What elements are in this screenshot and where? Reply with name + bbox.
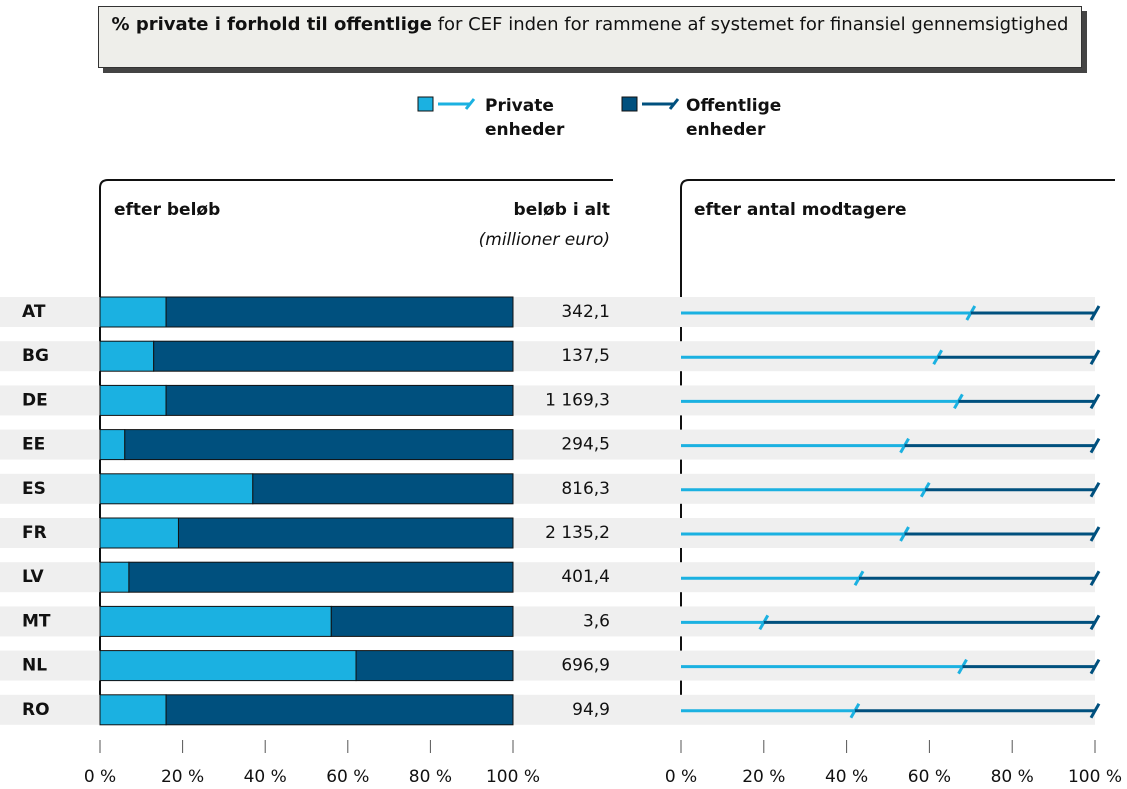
panel-frame [99,179,613,722]
total-label: 696,9 [561,656,610,676]
legend-label: Offentlige enheder [686,96,782,140]
category-label: ES [22,479,46,499]
total-label: 2 135,2 [545,523,610,543]
end-marker [1089,305,1101,321]
total-label: 94,9 [572,700,610,720]
panel-frame [680,179,1115,722]
legend-tick [668,98,680,110]
end-marker [1089,614,1101,631]
title-bold: % private i forhold til offentlige [111,14,432,35]
x-tick-label: 40 % [825,767,868,787]
title-rest: for CEF inden for rammene af systemet fo… [431,14,1069,35]
bar-segment [99,605,332,637]
x-tick-label: 60 % [326,767,369,787]
end-marker [1089,393,1101,410]
legend-tick [464,98,476,110]
end-marker [1089,437,1101,454]
category-label: NL [22,656,47,676]
legend-swatch [417,96,434,112]
bar-segment [124,429,514,461]
category-label: LV [22,567,44,587]
bar-segment [99,517,179,549]
bar-segment [355,650,514,682]
bar-segment [99,384,167,416]
x-tick-label: 0 % [665,767,697,787]
bar-segment [165,296,514,328]
bar-segment [99,296,167,328]
category-label: RO [22,700,50,720]
bar-segment [99,561,130,593]
bar-segment [99,650,357,682]
end-marker [1089,570,1101,586]
category-label: EE [22,435,45,455]
category-label: MT [22,611,51,631]
total-label: 342,1 [561,302,610,322]
title-box: % private i forhold til offentlige for C… [98,6,1082,68]
panel-title: efter antal modtagere [694,200,907,220]
bar-segment [252,473,514,505]
totals-unit: (millioner euro) [479,230,610,250]
end-marker [1089,526,1101,542]
end-marker [1089,349,1101,365]
bar-segment [99,473,254,505]
x-tick-label: 0 % [84,767,116,787]
total-label: 816,3 [561,479,610,499]
bar-segment [99,429,126,461]
x-tick-label: 80 % [991,767,1034,787]
x-tick-label: 40 % [244,767,287,787]
bar-segment [153,340,514,372]
x-tick-label: 100 % [1068,767,1122,787]
totals-header: beløb i alt [514,200,610,220]
end-marker [1089,482,1101,498]
bar-segment [165,384,514,416]
x-tick-label: 60 % [908,767,951,787]
total-label: 294,5 [561,435,610,455]
x-tick-label: 100 % [486,767,540,787]
bar-segment [128,561,514,593]
category-label: BG [22,346,49,366]
legend-label: Private enheder [485,96,565,140]
category-label: AT [22,302,46,322]
panel-title: efter beløb [114,200,220,220]
end-marker [1089,703,1101,719]
bar-segment [330,605,514,637]
total-label: 137,5 [561,346,610,366]
bar-segment [177,517,514,549]
end-marker [1089,658,1101,675]
x-tick-label: 80 % [409,767,452,787]
category-label: DE [22,390,48,410]
bar-segment [99,340,155,372]
category-label: FR [22,523,47,543]
x-tick-label: 20 % [742,767,785,787]
legend-swatch [621,96,638,112]
total-label: 1 169,3 [545,390,610,410]
bar-segment [165,694,514,726]
total-label: 401,4 [561,567,610,587]
total-label: 3,6 [583,611,610,631]
bar-segment [99,694,167,726]
x-tick-label: 20 % [161,767,204,787]
